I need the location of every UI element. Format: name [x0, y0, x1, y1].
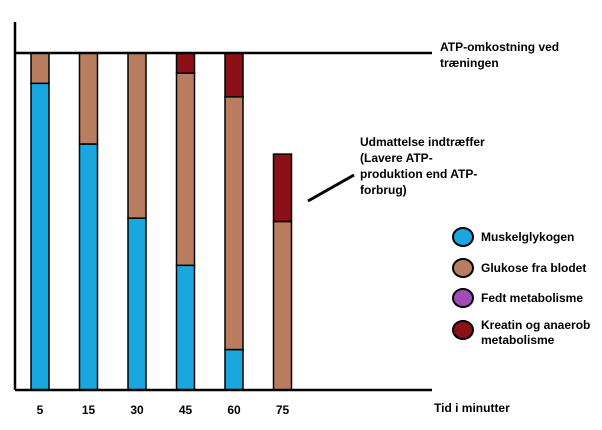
legend: Muskelglykogen Glukose fra blodet Fedt met…: [452, 227, 590, 347]
legend-marker-fedt-metabolisme: [452, 288, 474, 308]
bar-segment-45-glukose-fra-blodet: [175, 72, 196, 267]
annotation-pointer-line: [307, 173, 355, 203]
bar-segment-45-kreatin-og-anaerob-metabolisme: [175, 52, 196, 74]
legend-marker-kreatin-og-anaerob-metabolisme: [452, 320, 474, 340]
axes-layer: [13, 22, 432, 392]
legend-label-glukose-fra-blodet: Glukose fra blodet: [481, 261, 586, 275]
legend-marker-glukose-fra-blodet: [452, 258, 474, 278]
bar-segment-30-muskelglykogen: [127, 217, 147, 391]
bar-segment-15-glukose-fra-blodet: [78, 52, 99, 145]
x-tick-label-60: 60: [227, 403, 241, 417]
x-tick-label-45: 45: [179, 403, 193, 417]
bar-segment-30-glukose-fra-blodet: [127, 52, 147, 219]
legend-marker-muskelglykogen: [452, 227, 474, 247]
bar-segment-5-muskelglykogen: [30, 82, 50, 391]
bar-segment-60-muskelglykogen: [224, 348, 244, 391]
labels-layer: 5 15 30 45 60 75 ATP-omkostning ved træningen Ti…: [37, 40, 559, 417]
x-tick-label-30: 30: [130, 403, 144, 417]
bar-segment-15-muskelglykogen: [78, 143, 99, 391]
reference-line-label: ATP-omkostning ved træningen: [440, 40, 559, 70]
x-axis-label: Tid i minutter: [434, 401, 510, 415]
bar-segment-5-glukose-fra-blodet: [30, 52, 50, 85]
exhaustion-annotation: Udmattelse indtræffer (Lavere ATP-produkt…: [360, 135, 485, 197]
x-tick-label-75: 75: [276, 403, 290, 417]
x-tick-label-5: 5: [37, 403, 44, 417]
bar-segment-45-muskelglykogen: [175, 264, 196, 391]
legend-label-fedt-metabolisme: Fedt metabolisme: [481, 291, 583, 305]
bar-segment-75-glukose-fra-blodet: [272, 220, 293, 391]
bars-layer: [30, 52, 293, 391]
x-tick-label-15: 15: [82, 403, 96, 417]
bar-segment-60-glukose-fra-blodet: [224, 96, 244, 351]
legend-label-muskelglykogen: Muskelglykogen: [481, 230, 574, 244]
legend-label-kreatin-og-anaerob-metabolisme: Kreatin og anaerob metabolisme: [481, 318, 590, 347]
bar-segment-75-kreatin-og-anaerob-metabolisme: [272, 153, 293, 223]
bar-segment-60-kreatin-og-anaerob-metabolisme: [224, 52, 244, 98]
